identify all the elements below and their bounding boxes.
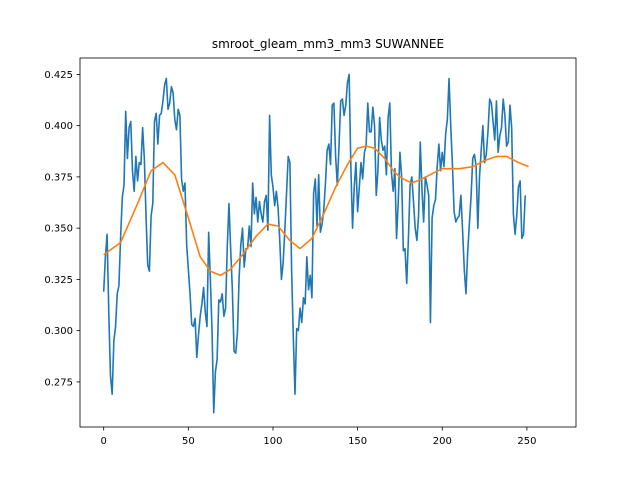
series-line-raw	[102, 73, 527, 414]
y-tick-label: 0.350	[44, 224, 73, 235]
x-axis: 0 50 100 150 200 250	[101, 427, 536, 447]
y-tick-label: 0.375	[44, 172, 73, 183]
y-tick-label: 0.425	[44, 70, 73, 81]
x-tick-label: 50	[182, 436, 195, 447]
y-tick-label: 0.300	[44, 326, 73, 337]
y-tick-label: 0.325	[44, 275, 73, 286]
x-tick-label: 150	[348, 436, 367, 447]
x-tick-label: 100	[263, 436, 282, 447]
y-axis: 0.275 0.300 0.325 0.350 0.375 0.400 0.425	[44, 70, 80, 388]
x-tick-label: 0	[101, 436, 107, 447]
x-tick-label: 200	[433, 436, 452, 447]
series-line-smooth	[103, 145, 529, 277]
y-tick-label: 0.275	[44, 377, 73, 388]
y-tick-label: 0.400	[44, 121, 73, 132]
chart-title: smroot_gleam_mm3_mm3 SUWANNEE	[212, 37, 444, 51]
x-tick-label: 250	[517, 436, 536, 447]
plot-frame	[79, 57, 577, 428]
